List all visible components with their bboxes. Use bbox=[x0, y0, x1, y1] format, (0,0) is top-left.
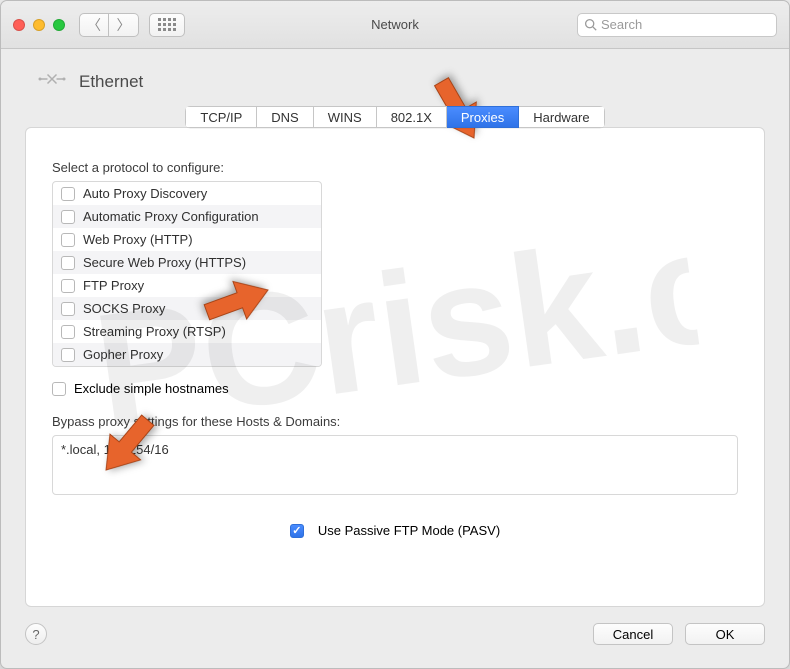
search-icon bbox=[584, 18, 597, 31]
page-header: Ethernet bbox=[25, 69, 765, 94]
protocol-row[interactable]: Streaming Proxy (RTSP) bbox=[53, 320, 321, 343]
protocol-checkbox[interactable] bbox=[61, 210, 75, 224]
protocol-label: FTP Proxy bbox=[83, 278, 144, 293]
protocol-label: Secure Web Proxy (HTTPS) bbox=[83, 255, 246, 270]
protocol-checkbox[interactable] bbox=[61, 325, 75, 339]
ethernet-icon bbox=[37, 69, 67, 94]
protocol-label: Web Proxy (HTTP) bbox=[83, 232, 193, 247]
protocol-checkbox[interactable] bbox=[61, 187, 75, 201]
network-window: 〈 〉 Network Search Ethernet TCP/IPDNSWIN… bbox=[0, 0, 790, 669]
traffic-lights bbox=[13, 19, 65, 31]
protocol-row[interactable]: FTP Proxy bbox=[53, 274, 321, 297]
protocol-checkbox[interactable] bbox=[61, 302, 75, 316]
search-input[interactable]: Search bbox=[577, 13, 777, 37]
protocol-label: Streaming Proxy (RTSP) bbox=[83, 324, 226, 339]
protocol-row[interactable]: Automatic Proxy Configuration bbox=[53, 205, 321, 228]
protocol-label: Auto Proxy Discovery bbox=[83, 186, 207, 201]
footer: ? Cancel OK bbox=[25, 623, 765, 645]
bypass-textarea[interactable]: *.local, 169.254/16 bbox=[52, 435, 738, 495]
forward-button[interactable]: 〉 bbox=[109, 13, 139, 37]
protocol-row[interactable]: Secure Web Proxy (HTTPS) bbox=[53, 251, 321, 274]
grid-icon bbox=[158, 18, 176, 31]
protocol-list: Auto Proxy Discovery Automatic Proxy Conf… bbox=[52, 181, 322, 367]
tab-tcpip[interactable]: TCP/IP bbox=[185, 106, 257, 128]
protocol-label: Gopher Proxy bbox=[83, 347, 163, 362]
protocol-row[interactable]: Web Proxy (HTTP) bbox=[53, 228, 321, 251]
settings-panel: Select a protocol to configure: Auto Pro… bbox=[25, 127, 765, 607]
tab-proxies[interactable]: Proxies bbox=[447, 106, 519, 128]
help-button[interactable]: ? bbox=[25, 623, 47, 645]
protocol-checkbox[interactable] bbox=[61, 279, 75, 293]
protocol-row[interactable]: SOCKS Proxy bbox=[53, 297, 321, 320]
tab-dns[interactable]: DNS bbox=[257, 106, 313, 128]
show-all-button[interactable] bbox=[149, 13, 185, 37]
tab-wins[interactable]: WINS bbox=[314, 106, 377, 128]
tab-8021x[interactable]: 802.1X bbox=[377, 106, 447, 128]
pasv-checkbox[interactable] bbox=[290, 524, 304, 538]
titlebar: 〈 〉 Network Search bbox=[1, 1, 789, 49]
protocol-checkbox[interactable] bbox=[61, 348, 75, 362]
protocol-checkbox[interactable] bbox=[61, 233, 75, 247]
zoom-icon[interactable] bbox=[53, 19, 65, 31]
content: Ethernet TCP/IPDNSWINS802.1XProxiesHardw… bbox=[1, 49, 789, 665]
pasv-row: Use Passive FTP Mode (PASV) bbox=[52, 523, 738, 538]
ok-button[interactable]: OK bbox=[685, 623, 765, 645]
exclude-hostnames-label: Exclude simple hostnames bbox=[74, 381, 229, 396]
cancel-button[interactable]: Cancel bbox=[593, 623, 673, 645]
bypass-value: *.local, 169.254/16 bbox=[61, 442, 169, 457]
exclude-hostnames-row: Exclude simple hostnames bbox=[52, 381, 738, 396]
protocol-checkbox[interactable] bbox=[61, 256, 75, 270]
settings-tabs: TCP/IPDNSWINS802.1XProxiesHardware bbox=[25, 106, 765, 128]
connection-name: Ethernet bbox=[79, 72, 143, 92]
close-icon[interactable] bbox=[13, 19, 25, 31]
back-button[interactable]: 〈 bbox=[79, 13, 109, 37]
bypass-title: Bypass proxy settings for these Hosts & … bbox=[52, 414, 738, 429]
search-placeholder: Search bbox=[601, 17, 642, 32]
exclude-hostnames-checkbox[interactable] bbox=[52, 382, 66, 396]
tab-hardware[interactable]: Hardware bbox=[519, 106, 604, 128]
protocols-title: Select a protocol to configure: bbox=[52, 160, 738, 175]
protocol-row[interactable]: Auto Proxy Discovery bbox=[53, 182, 321, 205]
protocol-row[interactable]: Gopher Proxy bbox=[53, 343, 321, 366]
pasv-label: Use Passive FTP Mode (PASV) bbox=[318, 523, 500, 538]
protocol-label: Automatic Proxy Configuration bbox=[83, 209, 259, 224]
nav-back-forward: 〈 〉 bbox=[79, 13, 139, 37]
minimize-icon[interactable] bbox=[33, 19, 45, 31]
protocol-label: SOCKS Proxy bbox=[83, 301, 165, 316]
